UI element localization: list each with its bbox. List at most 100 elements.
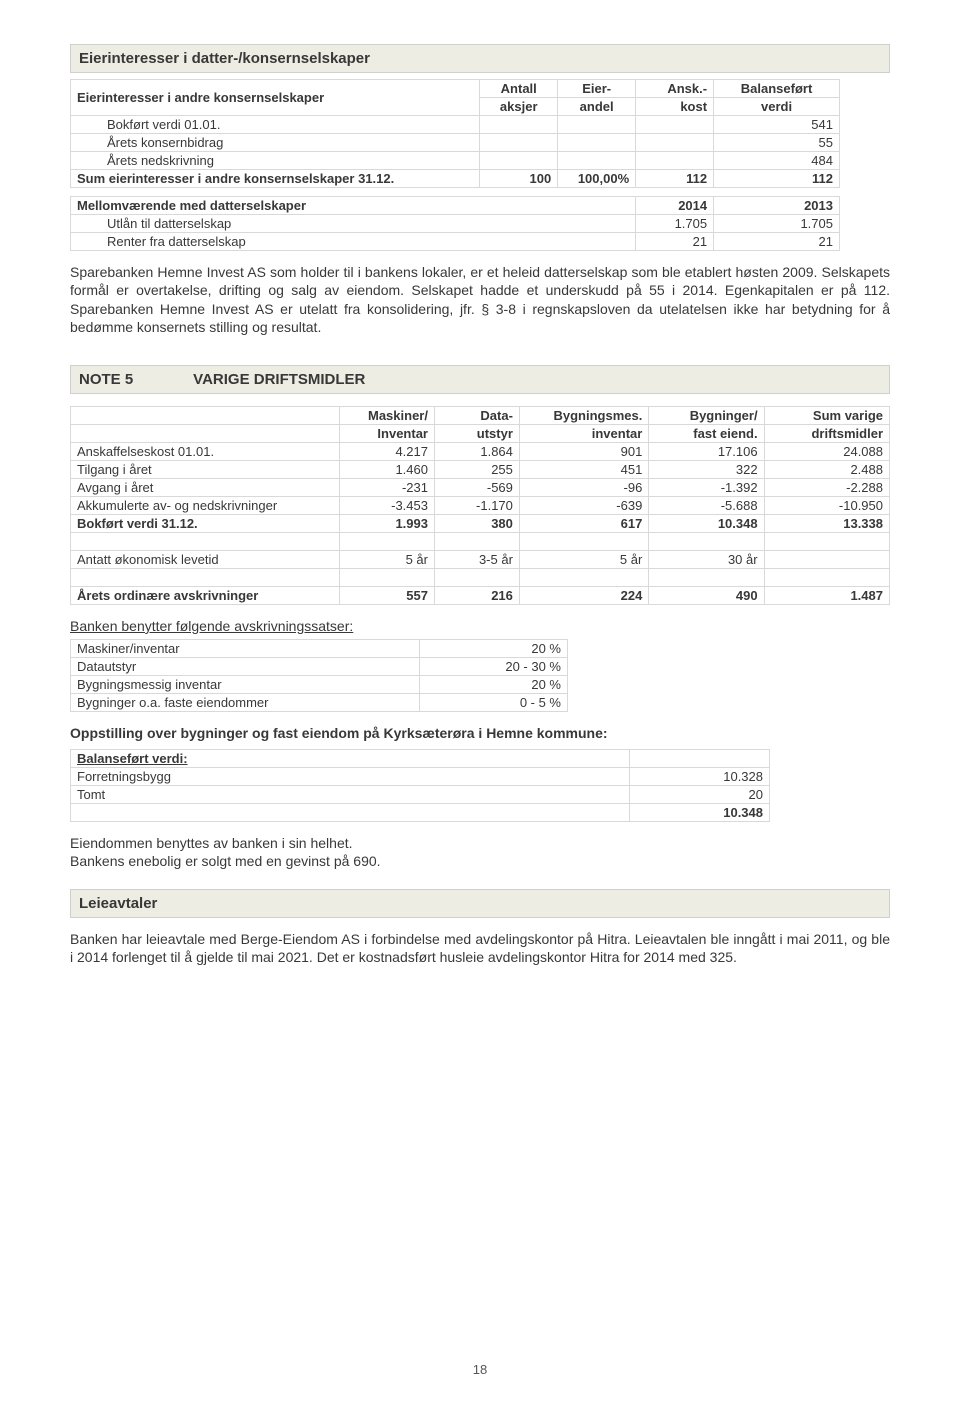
table-cell — [480, 134, 558, 152]
table-cell: 112 — [714, 170, 840, 188]
table-cell: Sum eierinteresser i andre konsernselska… — [71, 170, 480, 188]
table-cell: -10.950 — [764, 496, 889, 514]
table-cell: 2.488 — [764, 460, 889, 478]
col-header: Maskiner/ — [339, 406, 434, 424]
after-text-1: Eiendommen benyttes av banken i sin helh… — [70, 834, 890, 852]
paragraph-eierinteresser: Sparebanken Hemne Invest AS som holder t… — [70, 263, 890, 337]
table-cell — [558, 116, 636, 134]
table-cell: Bygninger o.a. faste eiendommer — [71, 694, 420, 712]
col-header: Antall — [480, 80, 558, 98]
table-cell: 13.338 — [764, 514, 889, 532]
note5-header: NOTE 5 VARIGE DRIFTSMIDLER — [70, 365, 890, 394]
note5-title: VARIGE DRIFTSMIDLER — [193, 371, 365, 388]
table-cell: -231 — [339, 478, 434, 496]
table-cell: Årets konsernbidrag — [71, 134, 480, 152]
table-cell: 24.088 — [764, 442, 889, 460]
table-cell: Anskaffelseskost 01.01. — [71, 442, 340, 460]
table-cell: 1.460 — [339, 460, 434, 478]
table-cell: 4.217 — [339, 442, 434, 460]
table-cell — [764, 532, 889, 550]
table-cell — [636, 152, 714, 170]
table-rates: Maskiner/inventar20 %Datautstyr20 - 30 %… — [70, 639, 568, 712]
table-cell — [480, 116, 558, 134]
page-number: 18 — [0, 1362, 960, 1377]
col-header: Sum varige — [764, 406, 889, 424]
table-cell: 380 — [434, 514, 519, 532]
table-cell: -639 — [519, 496, 648, 514]
table-cell: 901 — [519, 442, 648, 460]
table-cell: 20 - 30 % — [420, 658, 568, 676]
table-mellom: Mellomværende med datterselskaper 2014 2… — [70, 196, 840, 251]
table-cell: 20 % — [420, 676, 568, 694]
table-cell: -3.453 — [339, 496, 434, 514]
table-cell: Bygningsmessig inventar — [71, 676, 420, 694]
col-header — [71, 406, 340, 424]
col-header: kost — [636, 98, 714, 116]
table-cell: 255 — [434, 460, 519, 478]
table-cell: 617 — [519, 514, 648, 532]
table-cell — [558, 152, 636, 170]
table-cell: 451 — [519, 460, 648, 478]
table-cell — [764, 568, 889, 586]
col-header: Eierinteresser i andre konsernselskaper — [71, 80, 480, 116]
table-cell: 1.705 — [714, 215, 840, 233]
col-header: Ansk.- — [636, 80, 714, 98]
table-cell: Akkumulerte av- og nedskrivninger — [71, 496, 340, 514]
table-cell — [339, 532, 434, 550]
table-cell: -1.170 — [434, 496, 519, 514]
table-cell — [71, 532, 340, 550]
table-cell: 21 — [636, 233, 714, 251]
table-cell — [636, 116, 714, 134]
table-cell: Årets nedskrivning — [71, 152, 480, 170]
table-cell — [339, 568, 434, 586]
table-cell: 224 — [519, 586, 648, 604]
table-cell: Forretningsbygg — [71, 767, 630, 785]
buildings-title: Oppstilling over bygninger og fast eiend… — [70, 724, 890, 742]
table-cell: -2.288 — [764, 478, 889, 496]
after-text-2: Bankens enebolig er solgt med en gevinst… — [70, 852, 890, 870]
table-cell: 21 — [714, 233, 840, 251]
table-cell — [434, 532, 519, 550]
table-cell: 557 — [339, 586, 434, 604]
table-cell: 1.487 — [764, 586, 889, 604]
table-cell: 20 % — [420, 640, 568, 658]
table-cell: 1.864 — [434, 442, 519, 460]
col-header — [71, 424, 340, 442]
buildings-total: 10.348 — [630, 803, 770, 821]
table-cell: 20 — [630, 785, 770, 803]
rates-title: Banken benytter følgende avskrivningssat… — [70, 617, 890, 635]
table-cell — [434, 568, 519, 586]
table-eierinteresser: Eierinteresser i andre konsernselskaper … — [70, 79, 840, 188]
col-header: inventar — [519, 424, 648, 442]
table-cell: Avgang i året — [71, 478, 340, 496]
table-cell — [649, 568, 764, 586]
table-cell: 0 - 5 % — [420, 694, 568, 712]
table-cell: 322 — [649, 460, 764, 478]
col-header: Bygningsmes. — [519, 406, 648, 424]
col-header: Inventar — [339, 424, 434, 442]
table-cell: 5 år — [339, 550, 434, 568]
table-cell — [636, 134, 714, 152]
col-header: 2013 — [714, 197, 840, 215]
section-eierinteresser-header: Eierinteresser i datter-/konsernselskape… — [70, 44, 890, 73]
table-cell: Datautstyr — [71, 658, 420, 676]
table-buildings: Balanseført verdi: Forretningsbygg10.328… — [70, 749, 770, 822]
col-header: Bygninger/ — [649, 406, 764, 424]
table-cell: Utlån til datterselskap — [71, 215, 636, 233]
col-header: Data- — [434, 406, 519, 424]
col-header: andel — [558, 98, 636, 116]
table-cell: 30 år — [649, 550, 764, 568]
table-cell: 490 — [649, 586, 764, 604]
col-header: verdi — [714, 98, 840, 116]
table-cell: 1.993 — [339, 514, 434, 532]
table-cell: 17.106 — [649, 442, 764, 460]
table-cell: 100 — [480, 170, 558, 188]
table-cell: Renter fra datterselskap — [71, 233, 636, 251]
table-cell: 100,00% — [558, 170, 636, 188]
col-header: aksjer — [480, 98, 558, 116]
col-header: utstyr — [434, 424, 519, 442]
table-cell — [764, 550, 889, 568]
table-driftsmidler: Maskiner/ Data- Bygningsmes. Bygninger/ … — [70, 406, 890, 605]
table-cell: 10.328 — [630, 767, 770, 785]
col-header: driftsmidler — [764, 424, 889, 442]
